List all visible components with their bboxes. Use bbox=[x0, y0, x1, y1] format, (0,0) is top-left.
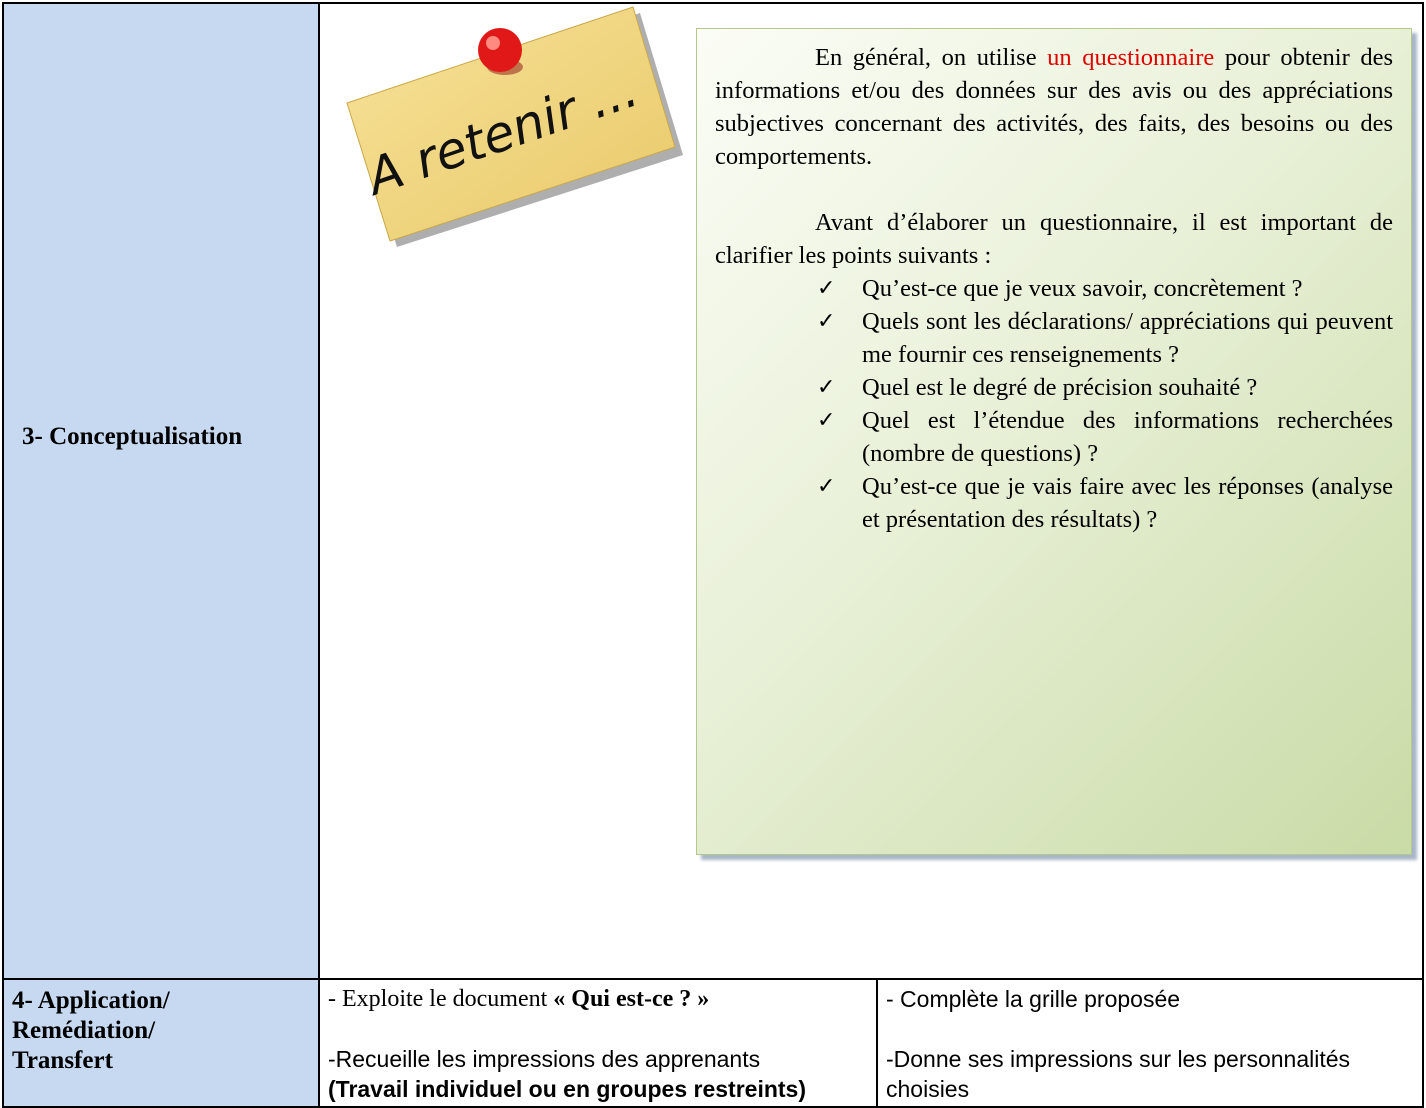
label-line: Transfert bbox=[12, 1047, 113, 1074]
note-paper bbox=[346, 6, 676, 242]
text: En général, on utilise bbox=[815, 44, 1048, 71]
row-label: 3- Conceptualisation bbox=[22, 423, 243, 450]
doc-title: « Qui est-ce ? » bbox=[553, 986, 710, 1012]
label-cell: 3- Conceptualisation bbox=[2, 2, 320, 980]
highlight: un questionnaire bbox=[1047, 44, 1215, 71]
text-line: - Exploite le document « Qui est-ce ? » bbox=[328, 984, 868, 1014]
check-item: Qu’est-ce que je vais faire avec les rép… bbox=[817, 470, 1393, 536]
text-line: - Complète la grille proposée bbox=[886, 986, 1181, 1012]
text-line: -Recueille les impressions des apprenant… bbox=[328, 1046, 761, 1072]
label-line: Remédiation/ bbox=[12, 1017, 156, 1044]
text: pour obtenir des informations et/ou des … bbox=[715, 44, 1393, 170]
label-cell: 4- Application/ Remédiation/ Transfert bbox=[2, 978, 320, 1108]
text-line: (Travail individuel ou en groupes restre… bbox=[328, 1076, 806, 1102]
sticky-note: A retenir ... bbox=[346, 6, 683, 247]
teacher-cell: - Exploite le document « Qui est-ce ? » … bbox=[318, 978, 878, 1108]
paragraph: Avant d’élaborer un questionnaire, il es… bbox=[715, 209, 1393, 269]
check-item: Qu’est-ce que je veux savoir, concrèteme… bbox=[817, 272, 1393, 305]
check-item: Quel est l’étendue des informations rech… bbox=[817, 404, 1393, 470]
text: - Exploite le document bbox=[328, 986, 554, 1012]
row-label: 4- Application/ Remédiation/ Transfert bbox=[12, 986, 170, 1076]
label-line: 4- Application/ bbox=[12, 987, 170, 1014]
check-item: Quel est le degré de précision souhaité … bbox=[817, 371, 1393, 404]
checklist: Qu’est-ce que je veux savoir, concrèteme… bbox=[715, 272, 1393, 536]
info-box: En général, on utilise un questionnaire … bbox=[696, 28, 1412, 855]
check-item: Quels sont les déclarations/ appréciatio… bbox=[817, 305, 1393, 371]
text-line: -Donne ses impressions sur les personnal… bbox=[886, 1046, 1351, 1102]
pin bbox=[478, 28, 522, 72]
learner-cell: - Complète la grille proposée -Donne ses… bbox=[876, 978, 1424, 1108]
pin-highlight bbox=[486, 36, 500, 50]
paragraph: En général, on utilise un questionnaire … bbox=[715, 41, 1393, 173]
